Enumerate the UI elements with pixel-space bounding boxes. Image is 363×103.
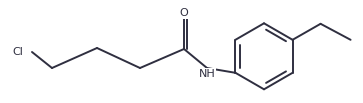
Text: NH: NH [199,69,215,79]
Text: O: O [180,8,188,18]
Text: Cl: Cl [13,47,24,57]
